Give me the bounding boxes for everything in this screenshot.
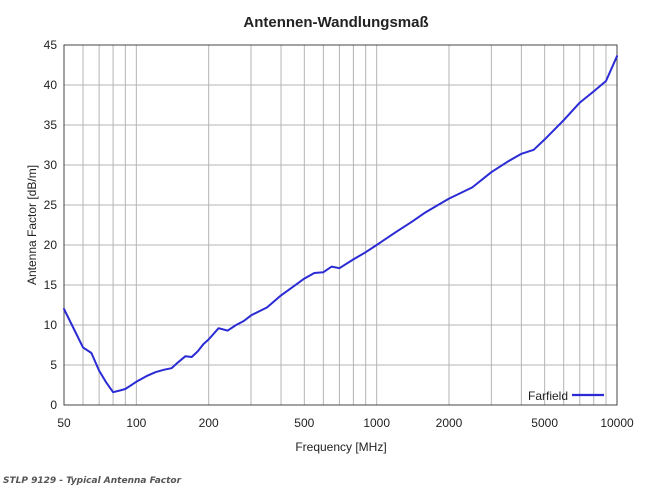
y-tick-label: 30 (44, 158, 58, 172)
plot-area-frame (63, 44, 618, 406)
x-tick-label: 50 (57, 416, 71, 430)
x-tick-label: 500 (294, 416, 314, 430)
y-tick-label: 0 (50, 398, 57, 412)
chart-title: Antennen-Wandlungsmaß (243, 14, 428, 31)
y-tick-label: 10 (44, 318, 58, 332)
x-axis-label: Frequency [MHz] (295, 440, 386, 454)
legend-label-farfield: Farfield (528, 389, 568, 403)
figure-caption: STLP 9129 - Typical Antenna Factor (3, 476, 182, 486)
grid-lines (64, 45, 617, 405)
legend: Farfield (528, 389, 604, 403)
y-tick-label: 40 (44, 78, 58, 92)
series-layer (63, 55, 618, 394)
x-tick-label: 5000 (531, 416, 558, 430)
x-tick-label: 100 (126, 416, 146, 430)
y-tick-label: 5 (50, 358, 57, 372)
antenna-factor-chart: Antennen-Wandlungsmaß 50 100 200 500 1000 200… (25, 14, 634, 454)
y-tick-label: 35 (44, 118, 58, 132)
y-tick-label: 15 (44, 278, 58, 292)
y-tick-label: 45 (44, 38, 58, 52)
x-tick-label: 10000 (600, 416, 634, 430)
series-line-farfield (63, 55, 618, 394)
x-tick-label: 2000 (436, 416, 463, 430)
y-axis-label: Antenna Factor [dB/m] (25, 165, 39, 285)
x-tick-label: 200 (199, 416, 219, 430)
axis-ticks: 50 100 200 500 1000 2000 5000 10000 0 5 10 15 20 25 30… (44, 38, 634, 430)
y-tick-label: 25 (44, 198, 58, 212)
x-tick-label: 1000 (363, 416, 390, 430)
y-tick-label: 20 (44, 238, 58, 252)
